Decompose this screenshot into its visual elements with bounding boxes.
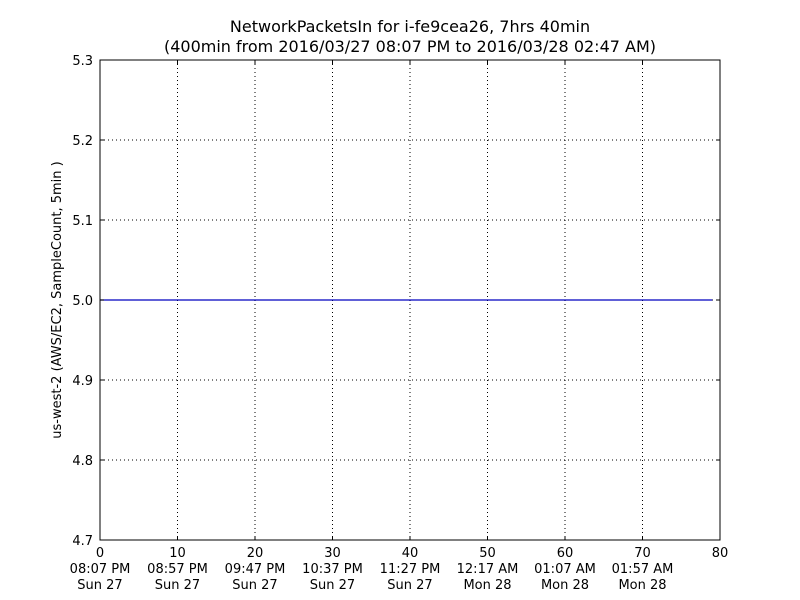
x-tick-label: 70	[634, 546, 651, 561]
x-tick-label: 10	[169, 546, 186, 561]
x-tick-day-label: Sun 27	[77, 578, 122, 593]
x-tick-label: 30	[324, 546, 341, 561]
y-tick-label: 5.0	[72, 294, 93, 309]
ticks-layer	[99, 59, 721, 541]
y-tick-label: 5.2	[72, 134, 93, 149]
x-tick-day-label: Mon 28	[618, 578, 666, 593]
chart-title: NetworkPacketsIn for i-fe9cea26, 7hrs 40…	[230, 17, 590, 36]
x-tick-time-label: 01:57 AM	[612, 562, 674, 577]
x-tick-label: 0	[96, 546, 104, 561]
y-tick-label: 4.9	[72, 374, 93, 389]
x-tick-label: 80	[712, 546, 729, 561]
y-tick-label: 4.8	[72, 454, 93, 469]
x-tick-time-label: 09:47 PM	[225, 562, 286, 577]
x-tick-day-label: Sun 27	[387, 578, 432, 593]
x-tick-day-label: Mon 28	[541, 578, 589, 593]
y-axis-label: us-west-2 (AWS/EC2, SampleCount, 5min )	[50, 161, 65, 438]
x-tick-time-label: 08:57 PM	[147, 562, 208, 577]
y-tick-label: 5.1	[72, 214, 93, 229]
x-tick-day-label: Sun 27	[310, 578, 355, 593]
x-tick-day-label: Sun 27	[232, 578, 277, 593]
x-tick-label: 40	[402, 546, 419, 561]
y-tick-label: 4.7	[72, 534, 93, 549]
x-tick-time-label: 08:07 PM	[70, 562, 131, 577]
x-tick-day-label: Mon 28	[463, 578, 511, 593]
x-tick-time-label: 11:27 PM	[380, 562, 441, 577]
chart-subtitle: (400min from 2016/03/27 08:07 PM to 2016…	[164, 37, 656, 56]
x-tick-label: 50	[479, 546, 496, 561]
y-tick-label: 5.3	[72, 54, 93, 69]
x-tick-time-label: 01:07 AM	[534, 562, 596, 577]
x-tick-label: 60	[557, 546, 574, 561]
x-tick-label: 20	[247, 546, 264, 561]
x-tick-day-label: Sun 27	[155, 578, 200, 593]
x-tick-time-label: 10:37 PM	[302, 562, 363, 577]
y-tick-labels: 4.7 4.8 4.9 5.0 5.1 5.2 5.3	[72, 54, 93, 549]
x-tick-time-label: 12:17 AM	[457, 562, 519, 577]
